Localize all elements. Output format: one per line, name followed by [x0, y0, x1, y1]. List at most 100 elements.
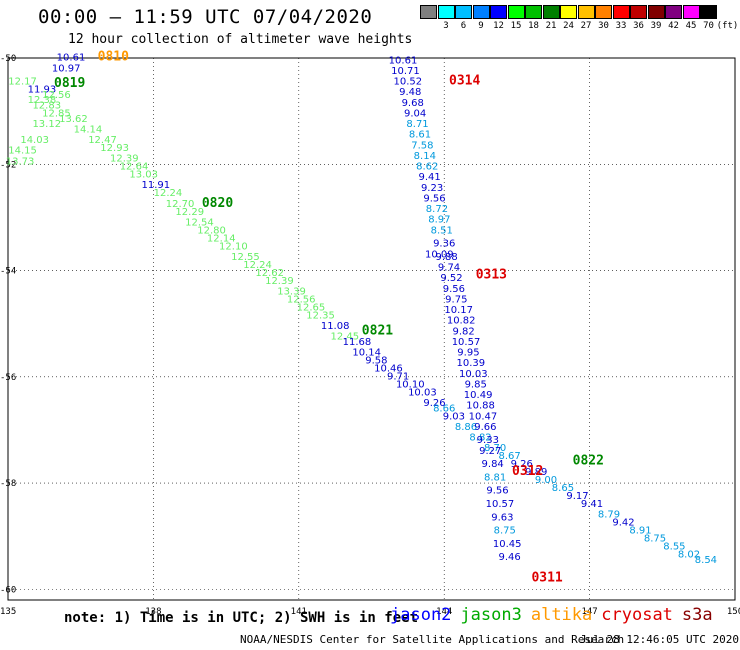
swh-value: 12.62 [255, 268, 284, 279]
lon-tick-label: 141 [291, 607, 307, 617]
swh-value: 10.10 [396, 379, 425, 390]
swh-value: 12.93 [100, 143, 129, 154]
swh-value: 8.86 [455, 422, 477, 433]
scale-swatch [560, 5, 577, 19]
satellite-legend-item: jason3 [460, 605, 522, 625]
swh-value: 9.26 [423, 398, 445, 409]
satellite-legend-item: altika [530, 605, 593, 625]
pass-time-label: 0313 [476, 268, 507, 283]
swh-value: 10.57 [452, 337, 481, 348]
satellite-legend-item: cryosat [601, 605, 673, 625]
swh-value: 8.70 [484, 443, 506, 454]
swh-value: 8.81 [484, 472, 506, 483]
swh-value: 8.54 [695, 555, 717, 566]
swh-value: 12.56 [287, 294, 316, 305]
swh-value: 9.46 [498, 552, 520, 563]
map-frame [7, 57, 736, 601]
scale-label: 36 [633, 21, 644, 31]
swh-value: 9.82 [452, 326, 474, 337]
swh-value: 12.39 [110, 154, 139, 165]
swh-value: 10.88 [466, 401, 495, 412]
swh-value: 14.15 [8, 146, 37, 157]
swh-value: 9.95 [457, 348, 479, 359]
scale-swatch [577, 5, 595, 19]
scale-swatch [647, 5, 665, 19]
swh-value: 8.66 [433, 403, 455, 414]
pass-time-label: 0822 [573, 454, 604, 469]
swh-value: 12.24 [154, 188, 183, 199]
scale-swatch [682, 5, 700, 19]
swh-value: 12.80 [197, 225, 226, 236]
swh-value: 10.71 [391, 66, 420, 77]
swh-value: 9.36 [433, 239, 455, 250]
swh-value: 8.51 [431, 225, 453, 236]
scale-label: 18 [528, 21, 539, 31]
swh-value: 9.03 [443, 411, 465, 422]
scale-swatch [542, 5, 560, 19]
lat-tick-label: -56 [0, 373, 16, 383]
swh-value: 13.03 [129, 170, 158, 181]
swh-value: 10.39 [457, 358, 486, 369]
page-subtitle: 12 hour collection of altimeter wave hei… [68, 32, 413, 47]
lat-tick-label: -60 [0, 585, 16, 595]
scale-swatch [507, 5, 525, 19]
swh-value: 10.03 [459, 369, 488, 380]
scale-swatch [630, 5, 647, 19]
scale-label: 21 [545, 21, 557, 31]
swh-value: 9.56 [443, 284, 465, 295]
scale-label: 3 [443, 21, 449, 31]
swh-value: 12.45 [331, 332, 360, 343]
satellite-legend-item: s3a [681, 605, 713, 625]
pass-time-label: 0311 [531, 570, 562, 585]
swh-value: 9.41 [419, 172, 441, 183]
swh-value: 10.46 [374, 364, 403, 375]
swh-value: 9.75 [445, 294, 467, 305]
satellite-legend: jason2 jason3 altika cryosat s3a [390, 605, 722, 625]
lon-tick-label: 144 [436, 607, 452, 617]
scale-label: 15 [510, 21, 522, 31]
swh-value: 9.56 [423, 193, 445, 204]
scale-label: 39 [650, 21, 662, 31]
swh-value: 8.55 [663, 542, 685, 553]
swh-value: 10.14 [352, 348, 381, 359]
swh-value: 12.14 [207, 233, 236, 244]
lon-tick-label: 150 [727, 607, 740, 617]
scale-swatch [472, 5, 490, 19]
swh-value: 9.41 [581, 499, 603, 510]
pass-time-label: 0312 [512, 464, 543, 479]
scale-swatch [525, 5, 542, 19]
credit-line: NOAA/NESDIS Center for Satellite Applica… [240, 633, 625, 646]
swh-value: 8.79 [598, 510, 620, 521]
swh-value: 10.57 [486, 499, 515, 510]
swh-value: 12.29 [175, 207, 204, 218]
scale-swatch [455, 5, 472, 19]
scale-label: 6 [460, 21, 467, 31]
swh-value: 9.71 [387, 371, 409, 382]
swh-value: 9.58 [365, 356, 387, 367]
swh-value: 14.14 [74, 124, 103, 135]
swh-value: 9.56 [486, 486, 508, 497]
swh-value: 13.62 [59, 114, 88, 125]
swh-value: 9.00 [535, 475, 557, 486]
swh-value: 10.17 [444, 305, 473, 316]
swh-value: 10.61 [389, 55, 418, 66]
scale-label: 70 [703, 21, 714, 31]
swh-value: 9.66 [474, 422, 496, 433]
swh-value: 12.10 [219, 241, 248, 252]
swh-value: 9.68 [402, 98, 424, 109]
swh-value: 8.02 [678, 549, 700, 560]
swh-value: 8.65 [552, 483, 574, 494]
scale-swatch [612, 5, 630, 19]
swh-value: 9.85 [465, 379, 487, 390]
swh-value: 11.91 [142, 180, 171, 191]
scale-swatch [595, 5, 612, 19]
satellite-legend-item: jason2 [390, 605, 452, 625]
swh-value: 12.24 [243, 260, 272, 271]
lon-tick-label: 138 [145, 607, 161, 617]
scale-label: 9 [478, 21, 484, 31]
swh-value: 12.56 [42, 90, 71, 101]
swh-value: 13.39 [277, 286, 306, 297]
swh-value: 10.09 [425, 249, 454, 260]
swh-value: 12.70 [166, 199, 195, 210]
